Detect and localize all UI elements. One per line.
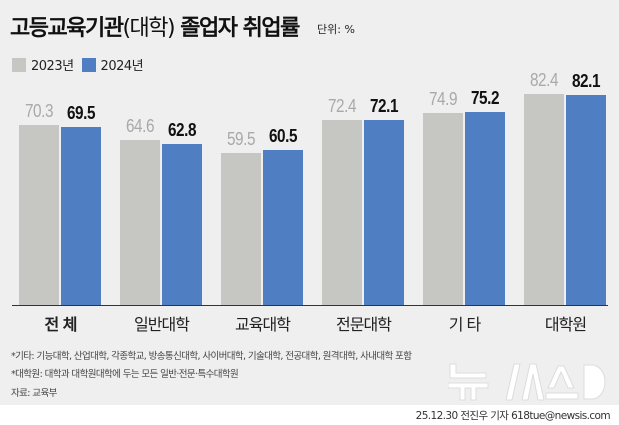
legend-swatch-blue — [81, 57, 96, 72]
chart-panel: 고등교육기관(대학) 졸업자 취업률 단위: % 2023년 2024년 70.… — [0, 0, 619, 405]
legend-label: 2023년 — [31, 59, 74, 74]
bar-2024 — [263, 150, 303, 305]
title-main: 고등교육기관 — [10, 16, 124, 41]
category-label: 전 체 — [44, 315, 77, 334]
footnote-etc: *기타: 기능대학, 산업대학, 각종학교, 방송통신대학, 사이버대학, 기술… — [11, 351, 412, 362]
unit-label: 단위: % — [317, 23, 355, 36]
newsis-logo-icon — [448, 363, 606, 401]
legend-label: 2024년 — [100, 59, 144, 74]
value-label: 75.2 — [470, 88, 500, 108]
value-label: 60.5 — [268, 126, 298, 146]
title-rest: 졸업자 취업률 — [174, 16, 300, 41]
category-label: 대학원 — [544, 315, 587, 334]
value-label: 82.1 — [571, 71, 601, 91]
bar-2024 — [162, 144, 202, 305]
bar-2024 — [566, 95, 606, 305]
x-axis-line — [12, 305, 608, 306]
bar-2024 — [364, 120, 404, 305]
value-label: 59.5 — [226, 129, 256, 149]
value-label: 62.8 — [167, 120, 197, 140]
category-label: 일반대학 — [134, 315, 190, 334]
legend: 2023년 2024년 — [12, 55, 151, 74]
chart-title: 고등교육기관(대학) 졸업자 취업률 — [10, 10, 300, 42]
value-label: 72.4 — [327, 96, 357, 116]
value-label: 82.4 — [529, 70, 559, 90]
bar-2024 — [61, 127, 101, 305]
bar-2023 — [322, 120, 362, 305]
category-label: 전문대학 — [336, 315, 392, 334]
legend-swatch-gray — [12, 57, 26, 72]
legend-item-2023: 2023년 — [12, 55, 74, 74]
value-label: 74.9 — [428, 89, 458, 109]
value-label: 69.5 — [66, 103, 96, 123]
credit-line: 25.12.30 전진우 기자 618tue@newsis.com — [415, 410, 611, 422]
bar-2023 — [524, 94, 564, 305]
value-label: 70.3 — [24, 101, 54, 121]
bar-2023 — [120, 140, 160, 305]
bar-2023 — [221, 153, 261, 305]
bar-2023 — [423, 113, 463, 305]
source-label: 자료: 교육부 — [11, 388, 57, 399]
legend-item-2024: 2024년 — [81, 55, 144, 74]
footnote-grad: *대학원: 대학과 대학원대학에 두는 모든 일반·전문·특수대학원 — [11, 369, 239, 380]
category-label: 교육대학 — [235, 315, 291, 334]
bar-2023 — [19, 125, 59, 305]
bar-2024 — [465, 112, 505, 305]
value-label: 64.6 — [125, 116, 155, 136]
value-label: 72.1 — [369, 96, 399, 116]
title-paren: (대학) — [122, 16, 175, 41]
category-label: 기 타 — [448, 315, 482, 334]
